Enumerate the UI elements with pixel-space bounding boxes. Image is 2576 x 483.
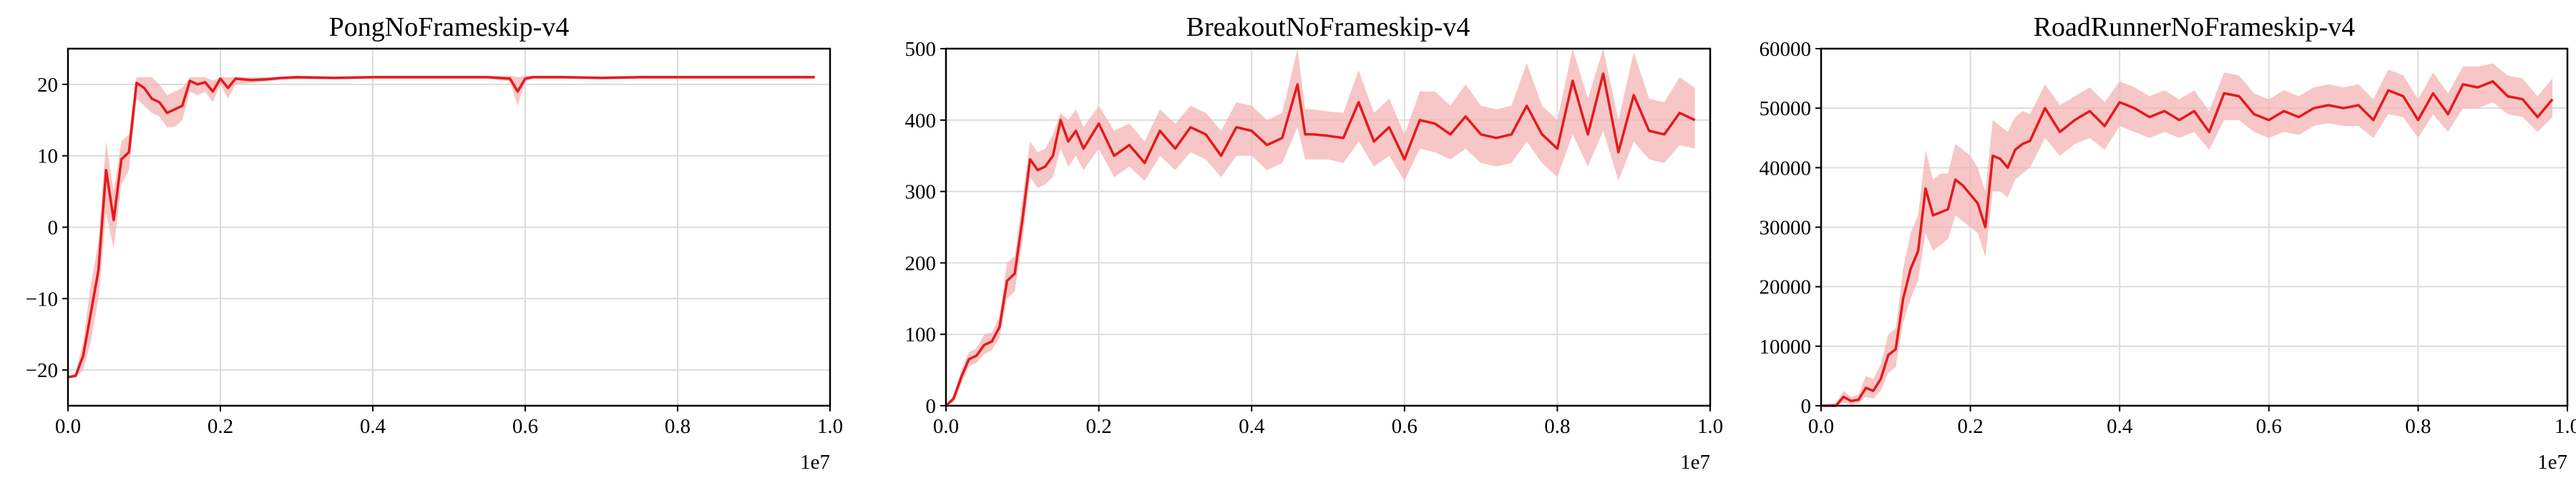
x-tick-label: 0.2 bbox=[1957, 415, 1983, 438]
series-line bbox=[945, 72, 1696, 407]
y-tick-label: 0 bbox=[1801, 395, 1812, 418]
chart-title: PongNoFrameskip-v4 bbox=[329, 12, 570, 42]
x-tick-label: 0.8 bbox=[1544, 415, 1570, 438]
y-tick-label: 500 bbox=[905, 38, 937, 61]
series-confidence-band bbox=[1821, 63, 2553, 406]
y-tick-label: 0 bbox=[48, 217, 59, 240]
x-offset-label: 1e7 bbox=[800, 451, 830, 474]
y-tick-label: 300 bbox=[905, 181, 937, 204]
series-line bbox=[67, 76, 815, 379]
x-tick-label: 0.4 bbox=[360, 415, 386, 438]
chart-title: BreakoutNoFrameskip-v4 bbox=[1186, 12, 1470, 42]
y-tick-label: 400 bbox=[905, 109, 937, 132]
x-tick-label: 0.2 bbox=[1085, 415, 1111, 438]
series-line bbox=[1821, 79, 2554, 407]
y-tick-label: 20000 bbox=[1760, 276, 1812, 299]
y-tick-label: 10000 bbox=[1760, 336, 1812, 358]
y-tick-label: 60000 bbox=[1760, 38, 1812, 61]
x-tick-label: 0.6 bbox=[1392, 415, 1418, 438]
y-tick-label: 40000 bbox=[1760, 157, 1812, 180]
axes-frame bbox=[945, 47, 1712, 407]
y-tick-label: 200 bbox=[905, 252, 937, 275]
x-tick-label: 0.6 bbox=[512, 415, 538, 438]
x-tick-label: 0.8 bbox=[2405, 415, 2431, 438]
x-offset-label: 1e7 bbox=[1680, 451, 1710, 474]
x-tick-label: 0.4 bbox=[1239, 415, 1265, 438]
x-tick-label: 0.0 bbox=[1808, 415, 1834, 438]
y-tick-label: 30000 bbox=[1760, 217, 1812, 240]
y-tick-label: 0 bbox=[926, 395, 937, 418]
x-tick-label: 1.0 bbox=[1697, 415, 1723, 438]
x-tick-label: 0.6 bbox=[2256, 415, 2282, 438]
x-tick-label: 0.4 bbox=[2107, 415, 2133, 438]
x-tick-label: 0.0 bbox=[55, 415, 81, 438]
y-tick-label: −10 bbox=[26, 288, 58, 311]
chart-title: RoadRunnerNoFrameskip-v4 bbox=[2034, 12, 2356, 42]
series-confidence-band bbox=[946, 49, 1695, 406]
x-tick-label: 1.0 bbox=[817, 415, 843, 438]
y-tick-label: 100 bbox=[905, 323, 937, 346]
chart-panel-1: 0.0 0.2 0.4 0.6 0.8 1.0 −20 −10 0 10 20 PongNoFrame… bbox=[26, 12, 843, 474]
y-tick-label: 20 bbox=[37, 74, 58, 97]
y-tick-label: 50000 bbox=[1760, 97, 1812, 120]
y-tick-label: −20 bbox=[26, 359, 58, 382]
y-tick-label: 10 bbox=[37, 145, 58, 168]
x-tick-label: 0.2 bbox=[208, 415, 233, 438]
chart-panel-3: 0.0 0.2 0.4 0.6 0.8 1.0 0 10000 20000 30000 40000 5… bbox=[1760, 12, 2576, 474]
x-tick-label: 0.0 bbox=[933, 415, 959, 438]
chart-panel-2: 0.0 0.2 0.4 0.6 0.8 1.0 0 100 200 300 400 500 Breako… bbox=[905, 12, 1724, 474]
x-tick-label: 0.8 bbox=[665, 415, 691, 438]
x-offset-label: 1e7 bbox=[2537, 451, 2567, 474]
x-tick-label: 1.0 bbox=[2555, 415, 2576, 438]
